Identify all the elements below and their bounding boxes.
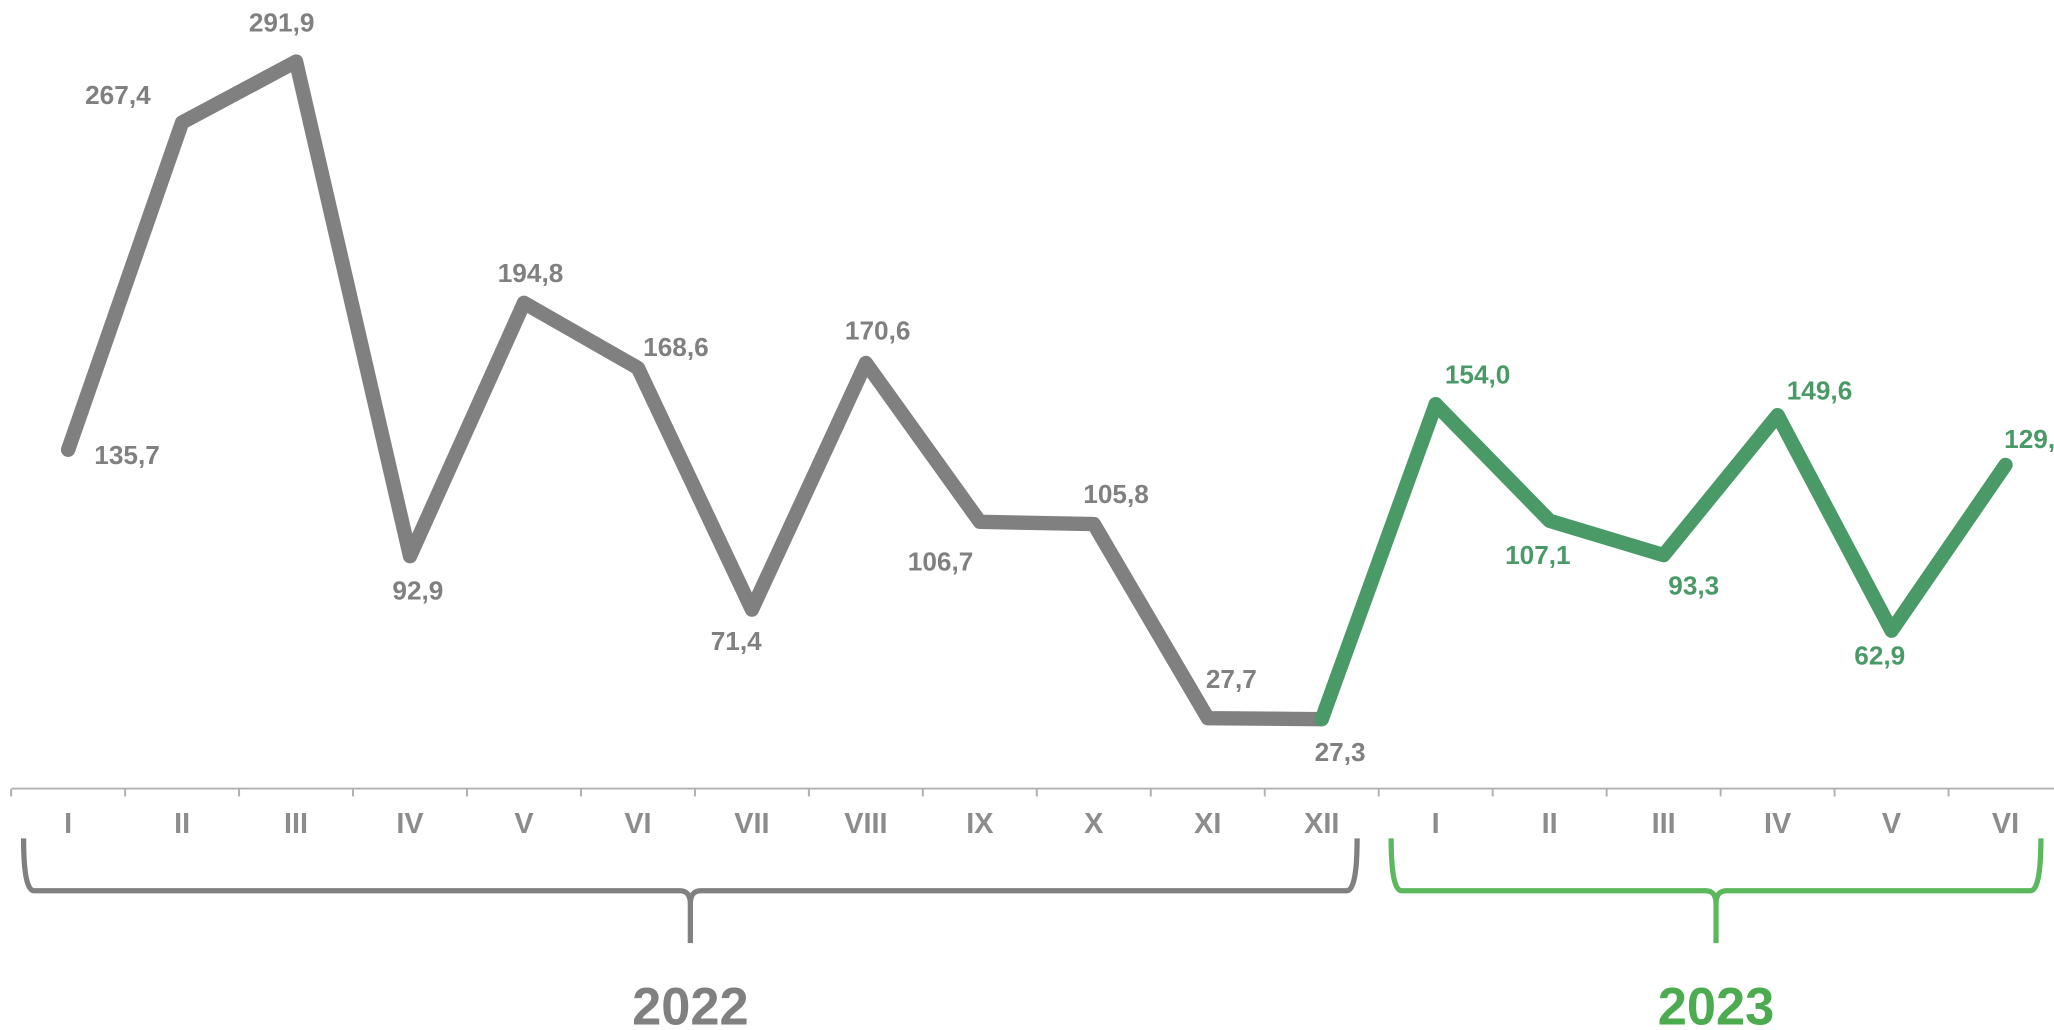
value-label: 27,7: [1206, 664, 1257, 694]
value-label: 107,1: [1505, 540, 1571, 570]
bracket: [20, 838, 1360, 944]
value-label: 92,9: [392, 575, 443, 605]
value-label: 149,6: [1787, 375, 1853, 405]
value-label: 135,7: [94, 440, 160, 470]
x-tick-label: IV: [1764, 808, 1792, 840]
x-tick-label: III: [284, 808, 308, 840]
x-tick-label: V: [514, 808, 534, 840]
x-tick-label: XII: [1304, 808, 1339, 840]
group-label: 2023: [1658, 978, 1775, 1030]
value-label: 129,6: [2004, 424, 2054, 454]
x-tick-label: V: [1882, 808, 1902, 840]
group-label: 2022: [632, 978, 749, 1030]
x-tick-label: II: [174, 808, 190, 840]
value-label: 105,8: [1083, 479, 1149, 509]
value-label: 170,6: [845, 315, 911, 345]
value-label: 93,3: [1668, 570, 1719, 600]
x-tick-label: IX: [966, 808, 993, 840]
x-tick-label: II: [1542, 808, 1558, 840]
value-label: 106,7: [908, 546, 974, 576]
value-label: 194,8: [498, 258, 564, 288]
series-line: [60, 54, 1329, 727]
x-tick-label: VII: [734, 808, 769, 840]
connector: [1314, 397, 1443, 727]
value-label: 27,3: [1315, 737, 1366, 767]
value-label: 62,9: [1854, 641, 1905, 671]
value-label: 71,4: [711, 626, 762, 656]
x-tick-label: IV: [396, 808, 424, 840]
bracket: [1388, 838, 2044, 944]
series-line: [1428, 397, 2013, 638]
x-tick-label: XI: [1194, 808, 1221, 840]
x-tick-label: I: [1432, 808, 1440, 840]
value-label: 267,4: [85, 80, 151, 110]
x-tick-label: VIII: [844, 808, 887, 840]
x-tick-label: X: [1084, 808, 1103, 840]
x-tick-label: I: [64, 808, 72, 840]
value-label: 154,0: [1445, 359, 1511, 389]
x-tick-label: VI: [1992, 808, 2019, 840]
x-tick-label: VI: [624, 808, 651, 840]
value-label: 168,6: [643, 332, 709, 362]
value-label: 291,9: [249, 7, 315, 37]
x-tick-label: III: [1652, 808, 1676, 840]
